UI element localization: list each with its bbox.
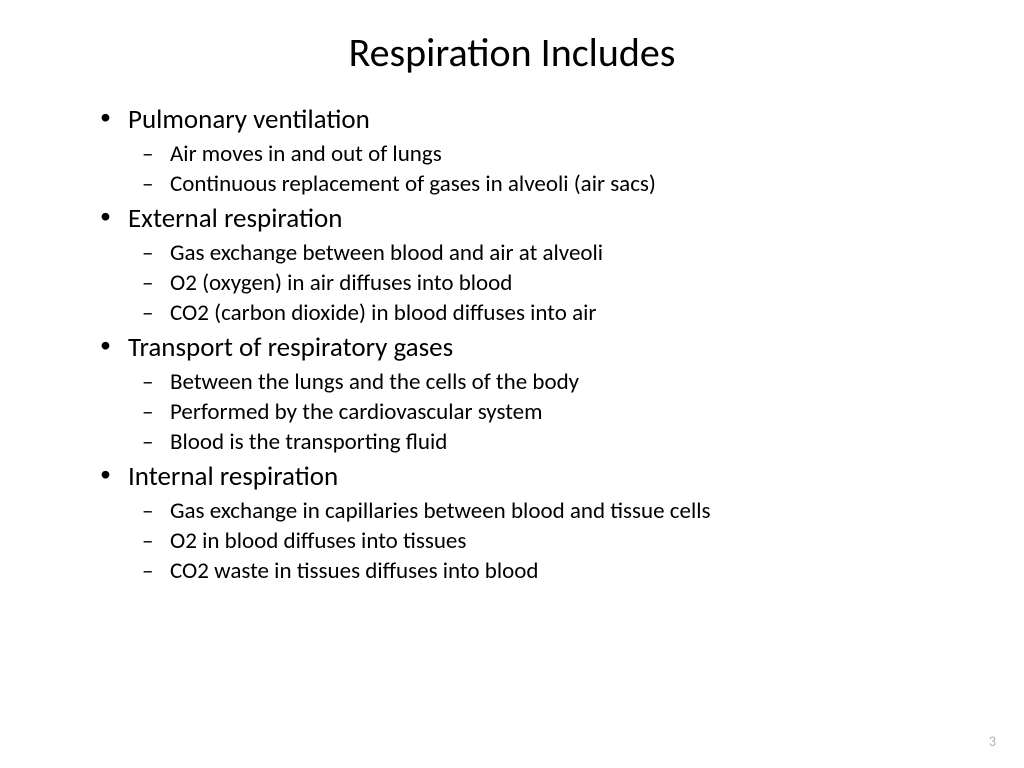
sub-bullet-item: Air moves in and out of lungs — [128, 140, 964, 168]
bullet-text: External respiration — [128, 202, 342, 235]
sub-bullet-item: Continuous replacement of gases in alveo… — [128, 170, 964, 198]
sub-bullet-item: CO2 (carbon dioxide) in blood diffuses i… — [128, 299, 964, 327]
sub-bullet-item: O2 in blood diffuses into tissues — [128, 527, 964, 555]
sub-bullet-item: Gas exchange in capillaries between bloo… — [128, 497, 964, 525]
bullet-item: Pulmonary ventilation Air moves in and o… — [100, 103, 964, 198]
bullet-list-level2: Between the lungs and the cells of the b… — [128, 368, 964, 456]
sub-bullet-item: CO2 waste in tissues diffuses into blood — [128, 557, 964, 585]
bullet-text: Pulmonary ventilation — [128, 103, 370, 136]
slide-title: Respiration Includes — [60, 28, 964, 77]
sub-bullet-item: O2 (oxygen) in air diffuses into blood — [128, 269, 964, 297]
bullet-list-level2: Gas exchange in capillaries between bloo… — [128, 497, 964, 585]
bullet-list-level2: Gas exchange between blood and air at al… — [128, 239, 964, 327]
bullet-list-level2: Air moves in and out of lungs Continuous… — [128, 140, 964, 198]
page-number: 3 — [989, 733, 996, 750]
bullet-item: Transport of respiratory gases Between t… — [100, 331, 964, 456]
bullet-text: Internal respiration — [128, 460, 338, 493]
sub-bullet-item: Performed by the cardiovascular system — [128, 398, 964, 426]
slide-container: Respiration Includes Pulmonary ventilati… — [0, 0, 1024, 609]
bullet-list-level1: Pulmonary ventilation Air moves in and o… — [100, 103, 964, 585]
sub-bullet-item: Gas exchange between blood and air at al… — [128, 239, 964, 267]
slide-content: Pulmonary ventilation Air moves in and o… — [60, 103, 964, 585]
sub-bullet-item: Blood is the transporting fluid — [128, 428, 964, 456]
sub-bullet-item: Between the lungs and the cells of the b… — [128, 368, 964, 396]
bullet-item: Internal respiration Gas exchange in cap… — [100, 460, 964, 585]
bullet-item: External respiration Gas exchange betwee… — [100, 202, 964, 327]
bullet-text: Transport of respiratory gases — [128, 331, 453, 364]
